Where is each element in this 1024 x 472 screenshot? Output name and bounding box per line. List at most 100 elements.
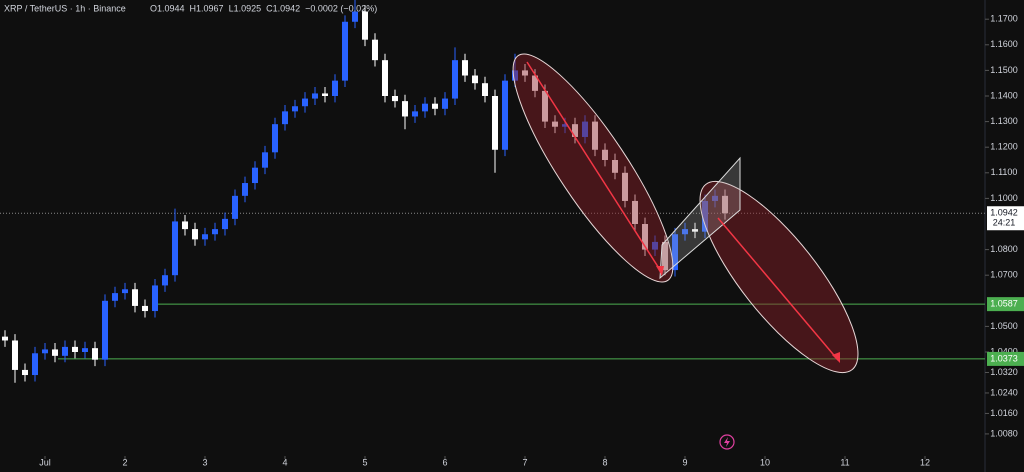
- x-tick-label: 8: [602, 457, 607, 467]
- candle-body: [82, 348, 88, 352]
- candle-body: [682, 229, 688, 235]
- candle-body: [632, 200, 638, 224]
- arrow-head: [656, 266, 664, 276]
- candle-body: [402, 101, 408, 117]
- candle-body: [702, 200, 708, 232]
- candle-body: [32, 353, 38, 376]
- candle-body: [132, 289, 138, 306]
- candle-body: [512, 70, 518, 81]
- candle-body: [112, 293, 118, 301]
- candle-body: [122, 289, 128, 294]
- candle-body: [592, 121, 598, 150]
- y-tick-label: 1.1300: [990, 116, 1018, 126]
- candle-body: [232, 195, 238, 219]
- y-tick-label: 1.0800: [990, 244, 1018, 254]
- candle-body: [452, 60, 458, 99]
- arrow-head: [832, 352, 840, 363]
- candle-body: [312, 93, 318, 99]
- y-tick-label: 1.0240: [990, 387, 1018, 397]
- current-price-box: [987, 206, 1024, 231]
- candle-body: [2, 336, 8, 341]
- chart-title: XRP / TetherUS · 1h · Binance: [4, 3, 126, 13]
- y-tick-label: 1.1000: [990, 193, 1018, 203]
- y-tick-label: 1.1600: [990, 39, 1018, 49]
- candle-body: [572, 124, 578, 137]
- candle-body: [272, 124, 278, 153]
- candle-body: [482, 83, 488, 96]
- y-tick-label: 1.1700: [990, 14, 1018, 24]
- candle-body: [602, 149, 608, 160]
- arrow-line: [717, 217, 839, 361]
- candle-body: [562, 124, 568, 127]
- candle-body: [152, 285, 158, 312]
- candle-body: [212, 229, 218, 235]
- candle-body: [202, 234, 208, 240]
- candle-body: [352, 11, 358, 22]
- candle-body: [662, 241, 668, 271]
- candle-body: [642, 224, 648, 250]
- candle-body: [652, 241, 658, 250]
- candle-body: [432, 103, 438, 109]
- ohlc-value: −0.0002 (−0.02%): [305, 3, 377, 13]
- candle-body: [72, 346, 78, 352]
- candle-body: [362, 11, 368, 40]
- x-tick-label: 3: [202, 457, 207, 467]
- candle-body: [392, 96, 398, 102]
- candle-body: [472, 75, 478, 84]
- drawings: [512, 53, 859, 450]
- ellipse-drawing: [699, 180, 859, 374]
- candle-body: [242, 183, 248, 196]
- candle-body: [612, 160, 618, 173]
- candle-body: [522, 70, 528, 76]
- candle-body: [442, 98, 448, 109]
- x-tick-label: 4: [282, 457, 287, 467]
- x-tick-label: 7: [522, 457, 527, 467]
- candle-body: [282, 111, 288, 125]
- y-tick-label: 1.1100: [991, 167, 1018, 177]
- candle-body: [722, 195, 728, 214]
- level-label-box: [987, 351, 1024, 366]
- candle-body: [322, 93, 328, 96]
- lightning-glyph: [724, 437, 730, 447]
- level-label: 1.0373: [990, 353, 1018, 363]
- candle-body: [262, 152, 268, 168]
- candle-body: [22, 369, 28, 376]
- candle-body: [182, 221, 188, 230]
- candle-body: [42, 349, 48, 354]
- current-price-label: 1.0942: [990, 208, 1018, 218]
- candle-body: [332, 80, 338, 96]
- candle-body: [372, 39, 378, 61]
- candle-body: [582, 121, 588, 137]
- candle-body: [422, 103, 428, 112]
- candle-body: [542, 90, 548, 122]
- candle-body: [102, 300, 108, 360]
- candle-body: [552, 121, 558, 127]
- candle-body: [142, 305, 148, 312]
- lightning-icon[interactable]: [719, 434, 735, 450]
- ohlc-value: L1.0925: [229, 3, 262, 13]
- countdown-label: 24:21: [993, 218, 1016, 228]
- candle-body: [382, 60, 388, 96]
- candle-body: [532, 75, 538, 91]
- candle-body: [52, 349, 58, 356]
- candle-body: [12, 340, 18, 370]
- candle-body: [502, 80, 508, 150]
- y-tick-label: 1.1500: [990, 65, 1018, 75]
- candle-body: [692, 229, 698, 232]
- x-tick-label: 6: [442, 457, 447, 467]
- y-tick-label: 1.0160: [990, 408, 1018, 418]
- candle-body: [672, 234, 678, 271]
- y-tick-label: 1.1400: [990, 90, 1018, 100]
- ohlc-value: C1.0942: [266, 3, 300, 13]
- y-tick-label: 1.0400: [990, 346, 1018, 356]
- level-label-box: [987, 297, 1024, 312]
- y-tick-label: 1.0080: [990, 428, 1018, 438]
- candle-body: [302, 98, 308, 107]
- y-tick-label: 1.0500: [990, 321, 1018, 331]
- y-tick-label: 1.0320: [990, 367, 1018, 377]
- candle-body: [292, 106, 298, 112]
- arrow-line: [526, 61, 663, 274]
- candle-body: [92, 348, 98, 360]
- level-label: 1.0587: [990, 299, 1018, 309]
